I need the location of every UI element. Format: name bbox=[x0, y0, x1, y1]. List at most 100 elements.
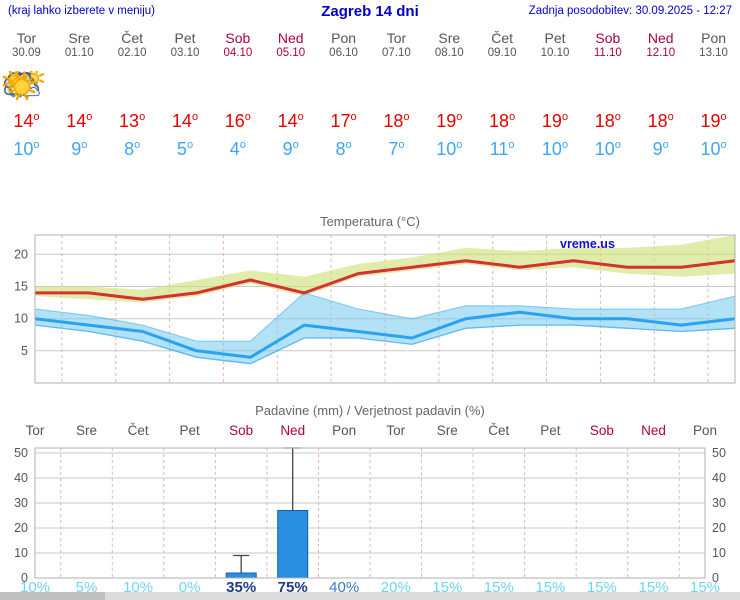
precip-bar bbox=[277, 510, 309, 579]
precip-ytick-right: 30 bbox=[712, 496, 726, 510]
scrollbar-thumb[interactable] bbox=[0, 592, 105, 600]
precip-ytick-left: 10 bbox=[14, 546, 28, 560]
temp-max: 13o bbox=[119, 111, 146, 131]
temp-max: 19o bbox=[700, 111, 727, 131]
day-date: 09.10 bbox=[487, 47, 517, 59]
precip-ytick-right: 40 bbox=[712, 471, 726, 485]
temp-min: 10o bbox=[436, 139, 463, 159]
day-column[interactable]: Sre 01.10 14o 9o bbox=[2, 30, 106, 160]
day-column[interactable]: Pon 13.10 19o 10o bbox=[8, 30, 740, 160]
weather-icon-sunny bbox=[8, 65, 582, 109]
day-column[interactable]: Sre 08.10 19o 10o bbox=[8, 30, 476, 160]
day-date: 01.10 bbox=[64, 47, 94, 59]
precip-ytick-left: 0 bbox=[21, 571, 28, 585]
tmax-band bbox=[35, 235, 735, 303]
precip-day-label: Pon bbox=[693, 423, 717, 438]
precip-probability: 15% bbox=[432, 579, 462, 596]
temp-ytick: 15 bbox=[14, 280, 28, 294]
weather-icon-sunny bbox=[8, 65, 740, 109]
day-date: 13.10 bbox=[699, 47, 728, 59]
day-column[interactable]: Sob 11.10 18o 10o bbox=[8, 30, 634, 160]
temp-min: 4o bbox=[229, 139, 246, 159]
temp-max: 14o bbox=[66, 111, 93, 131]
weather-icon-partly bbox=[2, 65, 106, 109]
day-column[interactable]: Pet 03.10 14o 5o bbox=[8, 30, 212, 160]
day-date: 03.10 bbox=[170, 47, 200, 59]
day-column[interactable]: Čet 09.10 18o 11o bbox=[8, 30, 529, 160]
day-name: Tor bbox=[386, 30, 407, 46]
location-hint: (kraj lahko izberete v meniju) bbox=[8, 5, 156, 17]
temp-min: 10o bbox=[541, 139, 569, 159]
day-column[interactable]: Sob 04.10 16o 4o bbox=[5, 30, 264, 160]
temp-max: 18o bbox=[383, 111, 410, 131]
day-date: 05.10 bbox=[276, 47, 306, 59]
precip-day-label: Ned bbox=[641, 423, 666, 438]
day-column[interactable]: Pet 10.10 19o 10o bbox=[8, 30, 582, 160]
temp-min: 10o bbox=[700, 139, 727, 159]
temp-min: 5o bbox=[176, 139, 194, 159]
tmin-band bbox=[35, 292, 735, 364]
precip-ytick-left: 30 bbox=[14, 496, 28, 510]
temp-min: 9o bbox=[652, 139, 669, 159]
precip-ytick-right: 10 bbox=[712, 546, 726, 560]
precip-ytick-left: 50 bbox=[14, 446, 28, 460]
temp-max: 18o bbox=[489, 111, 516, 131]
temp-max: 18o bbox=[594, 111, 621, 131]
precip-probability: 20% bbox=[381, 579, 411, 596]
precip-ytick-right: 50 bbox=[712, 446, 726, 460]
temperature-chart: Temperatura (°C) 5 10 15 20 vreme.us bbox=[14, 214, 736, 384]
day-name: Ned bbox=[647, 30, 674, 46]
horizontal-scrollbar[interactable] bbox=[0, 592, 740, 600]
temp-max: 19o bbox=[541, 111, 569, 131]
temp-min: 7o bbox=[388, 139, 405, 159]
day-column[interactable]: Pon 06.10 17o 8o bbox=[2, 30, 370, 160]
precip-probability: 15% bbox=[484, 579, 514, 596]
day-date: 06.10 bbox=[329, 47, 358, 59]
precip-day-label: Čet bbox=[128, 423, 149, 438]
day-name: Pon bbox=[701, 30, 727, 46]
day-date: 07.10 bbox=[382, 47, 411, 59]
days-grid: Tor 30.09 14o 10o Sre 01.10 14o 9o Čet 02.10 13o 8o… bbox=[0, 30, 740, 160]
precip-probability: 15% bbox=[690, 579, 720, 596]
precip-day-label: Tor bbox=[386, 423, 405, 438]
day-name: Ned bbox=[277, 30, 304, 46]
page-title: Zagreb 14 dni bbox=[321, 3, 419, 20]
precip-probability: 15% bbox=[638, 579, 668, 596]
day-date: 02.10 bbox=[117, 47, 147, 59]
temp-min: 8o bbox=[335, 139, 352, 159]
temp-ytick: 5 bbox=[21, 344, 28, 358]
tmin-line bbox=[34, 310, 736, 359]
day-date: 11.10 bbox=[593, 47, 622, 59]
temp-min: 10o bbox=[13, 139, 40, 159]
day-date: 04.10 bbox=[223, 47, 253, 59]
weather-icon-sunny bbox=[8, 65, 476, 109]
precip-day-label: Sob bbox=[229, 423, 253, 438]
day-column[interactable]: Ned 12.10 18o 9o bbox=[8, 30, 687, 160]
precip-probability: 10% bbox=[123, 579, 153, 596]
temp-max: 14o bbox=[277, 111, 304, 131]
precip-day-label: Čet bbox=[488, 423, 509, 438]
weather-icon-mostly-sunny bbox=[7, 65, 423, 109]
temp-max: 16o bbox=[224, 111, 251, 131]
day-name: Sob bbox=[595, 30, 621, 46]
precip-probability: 35% bbox=[226, 579, 256, 596]
weather-icon-sunny bbox=[8, 65, 212, 109]
precip-day-label: Pet bbox=[540, 423, 561, 438]
day-column[interactable]: Ned 05.10 14o 9o bbox=[3, 30, 317, 160]
temp-max: 14o bbox=[171, 111, 199, 131]
precip-day-label: Sre bbox=[437, 423, 458, 438]
temp-max: 19o bbox=[436, 111, 463, 131]
day-column[interactable]: Čet 02.10 13o 8o bbox=[2, 30, 159, 160]
precipitation-chart: Padavine (mm) / Verjetnost padavin (%) To… bbox=[14, 403, 726, 596]
day-date: 30.09 bbox=[12, 47, 41, 59]
day-name: Pet bbox=[174, 30, 196, 46]
precip-day-label: Pon bbox=[332, 423, 356, 438]
watermark: vreme.us bbox=[560, 237, 615, 251]
precip-bar bbox=[225, 572, 257, 579]
last-updated: Zadnja posodobitev: 30.09.2025 - 12:27 bbox=[528, 5, 732, 17]
precip-day-label: Sre bbox=[76, 423, 97, 438]
precip-ytick-left: 20 bbox=[14, 521, 28, 535]
day-column[interactable]: Tor 07.10 18o 7o bbox=[7, 30, 423, 160]
weather-icon-partly bbox=[2, 65, 370, 109]
